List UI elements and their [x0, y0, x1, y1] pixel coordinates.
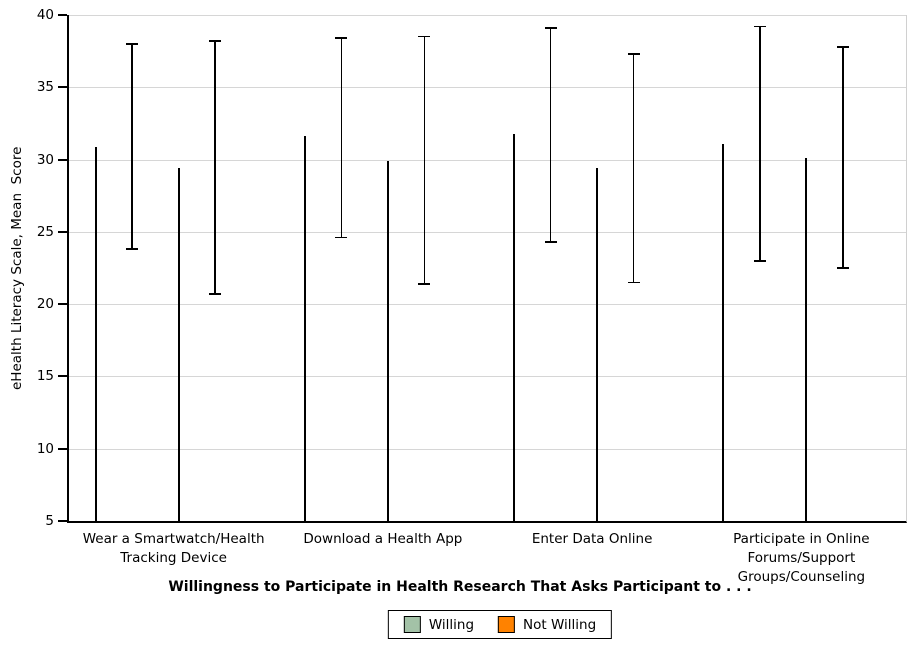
x-category-label-4: Participate in Online Forums/Support Gro…: [733, 531, 870, 585]
y-tick-label-35: 35: [36, 79, 54, 96]
x-category-label-1: Wear a Smartwatch/Health Tracking Device: [82, 531, 265, 566]
plot-area: Wear a Smartwatch/Health Tracking Device…: [58, 14, 907, 585]
y-tick-30: [58, 158, 67, 161]
error-bar-willing-2: [340, 38, 343, 238]
legend-label-willing: Willing: [428, 616, 475, 633]
y-tick-5: [58, 520, 67, 522]
legend-item-not-willing: Not Willing: [498, 616, 596, 633]
x-category-label-3: Enter Data Online: [531, 531, 653, 547]
error-bar-willing-3: [549, 28, 552, 242]
error-bar-not-willing-3: [632, 54, 635, 283]
legend-swatch-not-willing-icon: [498, 616, 516, 633]
gridline-30: [69, 159, 906, 161]
error-cap-top-not-willing-4: [836, 46, 849, 48]
gridline-20: [69, 304, 906, 306]
error-cap-top-willing-3: [544, 27, 557, 29]
error-bar-willing-1: [131, 43, 133, 250]
error-cap-top-willing-1: [126, 43, 139, 45]
error-cap-top-willing-2: [335, 37, 348, 39]
error-cap-top-not-willing-3: [627, 53, 640, 55]
y-tick-label-20: 20: [36, 296, 54, 313]
bar-willing-3: [513, 133, 516, 521]
y-tick-label-25: 25: [36, 223, 54, 240]
bar-not-willing-3: [596, 168, 599, 521]
legend-label-not-willing: Not Willing: [523, 616, 597, 633]
gridline-40: [69, 15, 906, 16]
gridline-25: [69, 231, 906, 233]
y-tick-label-10: 10: [36, 440, 54, 457]
error-cap-top-not-willing-2: [418, 35, 431, 38]
error-cap-bottom-not-willing-2: [418, 283, 431, 285]
error-cap-bottom-willing-2: [335, 236, 348, 239]
bar-willing-1: [94, 146, 97, 521]
bar-not-willing-4: [805, 158, 808, 521]
error-cap-top-not-willing-1: [209, 40, 222, 42]
bar-willing-2: [303, 136, 306, 521]
error-cap-top-willing-4: [753, 25, 766, 28]
error-bar-not-willing-1: [214, 41, 216, 295]
x-axis-title: Willingness to Participate in Health Res…: [168, 579, 752, 595]
y-tick-10: [58, 447, 67, 450]
error-bar-willing-4: [759, 26, 761, 261]
y-tick-label-30: 30: [36, 151, 54, 168]
error-cap-bottom-not-willing-1: [209, 293, 222, 295]
y-tick-label-15: 15: [36, 368, 54, 385]
y-tick-40: [58, 14, 67, 16]
error-bar-not-willing-2: [423, 36, 426, 284]
legend: Willing Not Willing: [387, 610, 613, 639]
legend-item-willing: Willing: [403, 616, 475, 633]
legend-swatch-willing-icon: [403, 616, 421, 633]
error-cap-bottom-willing-4: [753, 260, 766, 262]
error-cap-bottom-not-willing-4: [836, 267, 849, 269]
error-cap-bottom-willing-3: [544, 241, 557, 243]
gridline-15: [69, 376, 906, 378]
y-tick-label-40: 40: [36, 7, 54, 23]
error-cap-bottom-not-willing-3: [627, 281, 640, 284]
y-tick-label-5: 5: [45, 513, 54, 529]
bar-willing-4: [722, 143, 725, 521]
bar-not-willing-1: [177, 168, 180, 521]
gridline-35: [69, 87, 906, 89]
bar-not-willing-2: [386, 161, 389, 521]
y-tick-20: [58, 303, 67, 306]
error-cap-bottom-willing-1: [126, 248, 139, 250]
y-axis-tick-labels: 5 10 15 20 25 30 35 40: [0, 7, 54, 529]
x-category-label-2: Download a Health App: [303, 531, 463, 547]
y-tick-25: [58, 230, 67, 233]
gridline-10: [69, 448, 906, 450]
error-bar-not-willing-4: [842, 46, 844, 268]
y-tick-35: [58, 86, 67, 89]
y-tick-15: [58, 375, 67, 378]
